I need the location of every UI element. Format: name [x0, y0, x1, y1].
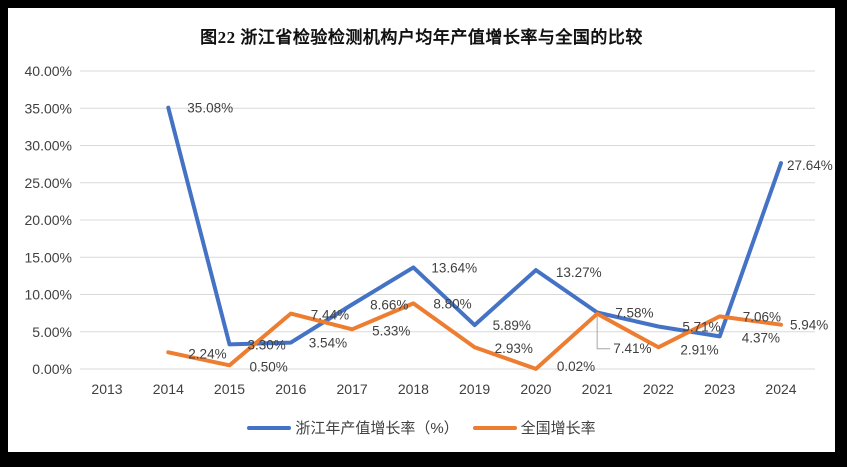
- data-label-leader-line: [596, 316, 611, 350]
- national-data-label: 2.91%: [680, 342, 718, 357]
- zhejiang-data-label: 4.37%: [742, 330, 780, 345]
- x-axis-tick-label: 2014: [153, 381, 184, 397]
- chart-plot-area: 0.00% 5.00% 10.00% 15.00% 20.00% 25.00% 30.00%…: [25, 63, 833, 397]
- zhejiang-data-label: 13.27%: [556, 265, 602, 280]
- legend-item-national: 全国增长率: [472, 417, 596, 438]
- national-data-label: 2.93%: [495, 341, 533, 356]
- national-data-label: 5.33%: [372, 323, 410, 338]
- y-axis-tick-label: 30.00%: [25, 138, 72, 154]
- national-data-label: 7.44%: [311, 308, 349, 323]
- x-axis-tick-label: 2023: [704, 381, 735, 397]
- x-axis-tick-label: 2021: [582, 381, 613, 397]
- x-axis-tick-label: 2016: [275, 381, 306, 397]
- zhejiang-data-label: 3.30%: [248, 337, 286, 352]
- national-data-label: 7.06%: [743, 309, 781, 324]
- y-axis-tick-label: 5.00%: [32, 324, 72, 340]
- zhejiang-data-label: 5.71%: [682, 320, 720, 335]
- chart-legend: 浙江年产值增长率（%） 全国增长率: [8, 417, 835, 438]
- x-axis-tick-label: 2018: [398, 381, 429, 397]
- x-axis-tick-label: 2019: [459, 381, 490, 397]
- x-axis-tick-label: 2017: [337, 381, 368, 397]
- zhejiang-data-label: 3.54%: [309, 336, 347, 351]
- zhejiang-series-line: [166, 105, 783, 347]
- chart-title: 图22 浙江省检验检测机构户均年产值增长率与全国的比较: [200, 28, 643, 47]
- y-axis-tick-label: 0.00%: [32, 361, 72, 377]
- zhejiang-data-label: 8.66%: [370, 298, 408, 313]
- legend-item-zhejiang: 浙江年产值增长率（%）: [247, 417, 459, 438]
- y-axis-tick-label: 40.00%: [25, 63, 72, 79]
- legend-label-zhejiang: 浙江年产值增长率（%）: [295, 420, 459, 437]
- x-axis-tick-label: 2013: [91, 381, 122, 397]
- x-axis-tick-label: 2015: [214, 381, 245, 397]
- y-axis-tick-label: 25.00%: [25, 175, 72, 191]
- chart-frame: 图22 浙江省检验检测机构户均年产值增长率与全国的比较 0.00% 5.00% 10…: [8, 8, 835, 452]
- zhejiang-data-label: 27.64%: [787, 158, 833, 173]
- national-series-line: [166, 301, 783, 371]
- y-axis-tick-label: 10.00%: [25, 287, 72, 303]
- national-data-label: 7.41%: [613, 341, 651, 356]
- zhejiang-data-label: 7.58%: [615, 306, 653, 321]
- national-data-label: 0.50%: [250, 359, 288, 374]
- y-axis-tick-label: 15.00%: [25, 249, 72, 265]
- zhejiang-data-label: 5.89%: [493, 318, 531, 333]
- zhejiang-data-label: 13.64%: [431, 260, 477, 275]
- x-axis-tick-label: 2024: [765, 381, 796, 397]
- national-data-label: 2.24%: [188, 346, 226, 361]
- zhejiang-line-swatch: [247, 425, 292, 430]
- legend-label-national: 全国增长率: [520, 420, 596, 437]
- national-data-label: 0.02%: [557, 359, 595, 374]
- national-line-swatch: [472, 425, 517, 430]
- zhejiang-data-label: 35.08%: [187, 101, 233, 116]
- y-axis-tick-label: 20.00%: [25, 212, 72, 228]
- x-axis-tick-label: 2020: [520, 381, 551, 397]
- x-axis-tick-label: 2022: [643, 381, 674, 397]
- national-data-label: 8.80%: [433, 296, 471, 311]
- national-data-label: 5.94%: [790, 318, 828, 333]
- y-axis-tick-label: 35.00%: [25, 100, 72, 116]
